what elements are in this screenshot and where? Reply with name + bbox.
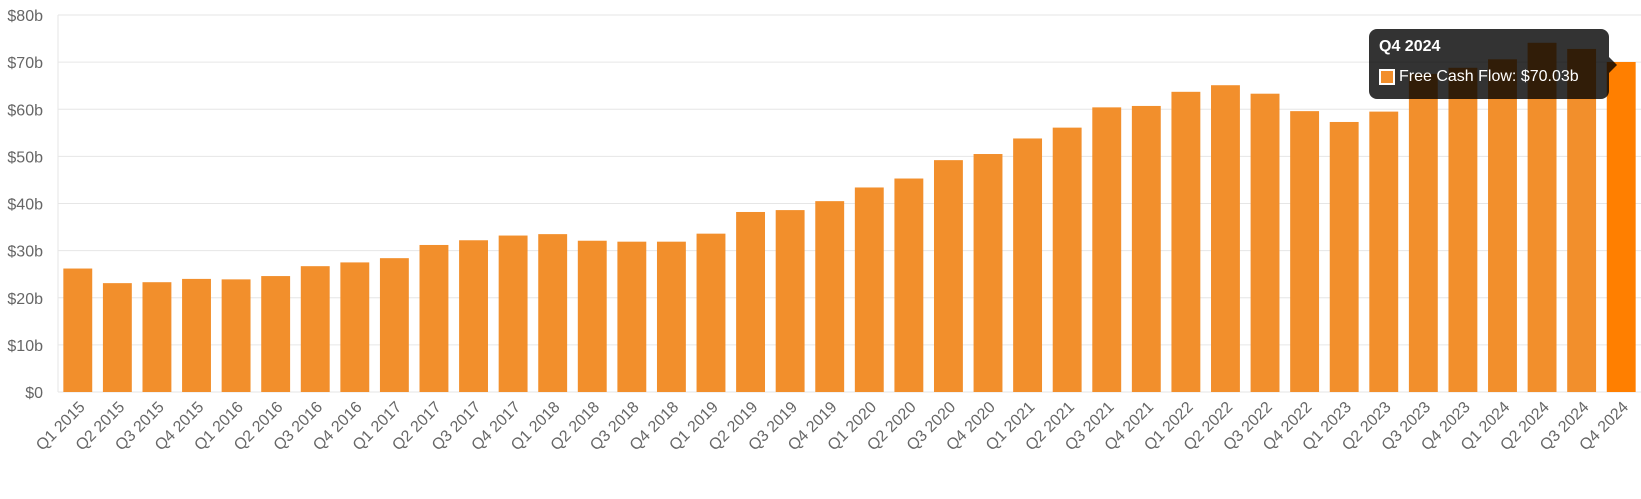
bar[interactable] xyxy=(142,282,172,392)
y-tick-label: $60b xyxy=(7,102,43,119)
y-tick-label: $40b xyxy=(7,197,43,214)
y-tick-label: $10b xyxy=(7,338,43,355)
bar[interactable] xyxy=(736,211,766,392)
y-tick-label: $50b xyxy=(7,149,43,166)
y-tick-label: $80b xyxy=(7,8,43,25)
bar[interactable] xyxy=(1527,42,1557,393)
bar[interactable] xyxy=(1606,61,1636,393)
bar[interactable] xyxy=(1013,138,1043,392)
bar[interactable] xyxy=(656,241,686,392)
y-tick-label: $20b xyxy=(7,291,43,308)
bar[interactable] xyxy=(340,262,370,392)
bar[interactable] xyxy=(617,241,647,392)
bar[interactable] xyxy=(815,201,845,392)
y-tick-label: $30b xyxy=(7,244,43,261)
bar[interactable] xyxy=(894,178,924,392)
y-axis-ticks: $0 $10b $20b $30b $40b $50b $60b $70b $80b xyxy=(7,8,43,402)
bar[interactable] xyxy=(182,278,211,392)
bar[interactable] xyxy=(459,240,488,392)
bar[interactable] xyxy=(300,266,330,392)
chart-tooltip: Q4 2024 Free Cash Flow: $70.03b xyxy=(1369,29,1617,99)
bar[interactable] xyxy=(1369,111,1399,392)
y-tick-label: $0 xyxy=(25,385,43,402)
tooltip-caret xyxy=(1609,57,1617,73)
tooltip-title: Q4 2024 xyxy=(1379,38,1441,55)
bar[interactable] xyxy=(1250,93,1280,392)
bar[interactable] xyxy=(538,234,568,392)
bar[interactable] xyxy=(1171,91,1201,392)
bar[interactable] xyxy=(1448,67,1478,392)
bar[interactable] xyxy=(577,240,607,392)
bar[interactable] xyxy=(1329,121,1359,392)
tooltip-series-swatch xyxy=(1379,69,1395,85)
tooltip-row: Free Cash Flow: $70.03b xyxy=(1379,67,1599,87)
bar[interactable] xyxy=(1567,48,1597,393)
bar[interactable] xyxy=(1290,111,1320,392)
y-tick-label: $70b xyxy=(7,55,43,72)
bar[interactable] xyxy=(102,283,132,392)
bar[interactable] xyxy=(854,187,884,392)
bar[interactable] xyxy=(63,268,93,392)
bar[interactable] xyxy=(1092,107,1122,393)
bar[interactable] xyxy=(775,210,805,392)
bar[interactable] xyxy=(498,235,528,392)
bar[interactable] xyxy=(1052,127,1082,392)
bar[interactable] xyxy=(1211,85,1240,392)
bar[interactable] xyxy=(1488,59,1517,393)
bar[interactable] xyxy=(1408,73,1438,392)
bar[interactable] xyxy=(419,244,449,392)
bars xyxy=(63,42,1636,393)
bar[interactable] xyxy=(973,154,1003,392)
bar[interactable] xyxy=(1131,105,1161,393)
tooltip-label: Free Cash Flow: $70.03b xyxy=(1399,68,1579,85)
bar[interactable] xyxy=(261,276,291,392)
bar[interactable] xyxy=(933,160,963,392)
bar[interactable] xyxy=(379,258,409,392)
bar[interactable] xyxy=(221,279,251,392)
bar[interactable] xyxy=(696,233,726,392)
